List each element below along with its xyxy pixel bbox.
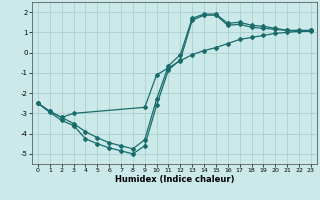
X-axis label: Humidex (Indice chaleur): Humidex (Indice chaleur) [115,175,234,184]
